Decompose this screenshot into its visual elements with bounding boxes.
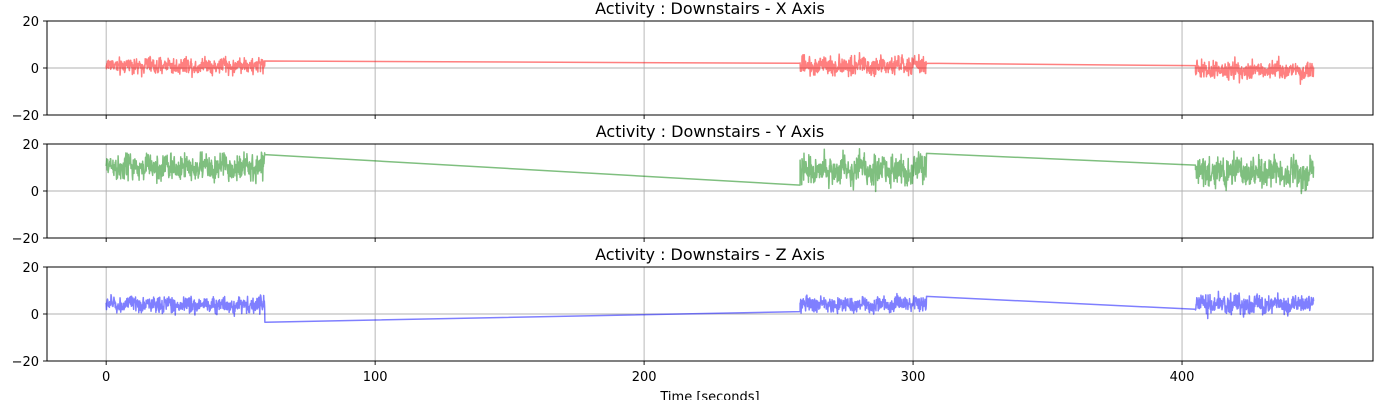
- y-tick-label: 0: [31, 185, 39, 200]
- x-tick-label: 200: [632, 370, 657, 385]
- series-line: [105, 51, 1315, 85]
- y-tick-label: 20: [22, 15, 39, 30]
- panel-x-axis: −20 0 20 Activity : Downstairs - X Axis: [12, 0, 1374, 124]
- y-tick-label: −20: [12, 355, 39, 370]
- panel-y-axis: −20 0 20 Activity : Downstairs - Y Axis: [12, 122, 1374, 247]
- y-tick-label: −20: [12, 232, 39, 247]
- x-tick-label: 400: [1170, 370, 1195, 385]
- x-tick-label: 0: [102, 370, 110, 385]
- x-axis-label: Time [seconds]: [659, 390, 759, 400]
- x-tick-label: 300: [901, 370, 926, 385]
- y-tick-label: 0: [31, 62, 39, 77]
- y-tick-label: −20: [12, 109, 39, 124]
- y-tick-label: 20: [22, 138, 39, 153]
- y-tick-label: 0: [31, 308, 39, 323]
- panel-title: Activity : Downstairs - Z Axis: [595, 245, 825, 264]
- series-line: [105, 148, 1315, 195]
- panel-title: Activity : Downstairs - X Axis: [595, 0, 825, 18]
- panel-title: Activity : Downstairs - Y Axis: [596, 122, 825, 141]
- x-tick-label: 100: [363, 370, 388, 385]
- series-line: [105, 290, 1315, 323]
- y-tick-label: 20: [22, 261, 39, 276]
